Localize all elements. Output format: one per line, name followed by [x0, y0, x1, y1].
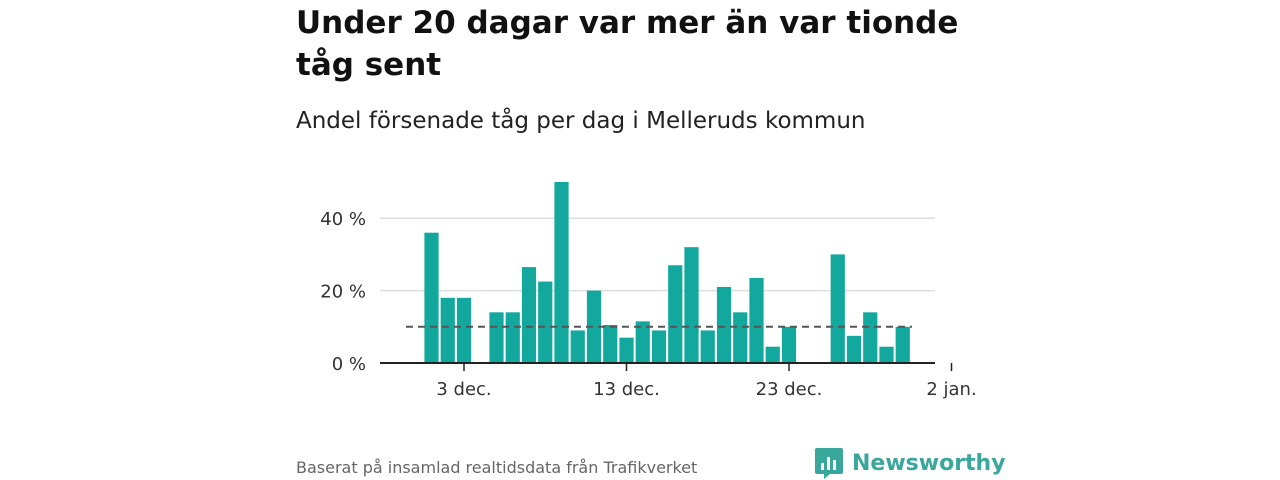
bar — [781, 326, 797, 363]
bar — [765, 346, 780, 363]
bar — [846, 335, 862, 363]
bar — [651, 330, 667, 363]
bar — [668, 265, 683, 363]
bar — [749, 277, 764, 363]
y-tick-label: 20 % — [320, 282, 366, 303]
bar — [895, 326, 910, 363]
bar — [733, 312, 748, 363]
y-tick-label: 0 % — [332, 354, 366, 375]
bar-chart: 0 % 20 % 40 % 3 dec. 13 dec. 23 dec. 2 jan. — [320, 182, 977, 400]
y-tick-label: 40 % — [320, 209, 366, 230]
x-tick-label: 23 dec. — [756, 379, 823, 400]
axes: 0 % 20 % 40 % 3 dec. 13 dec. 23 dec. 2 jan. — [320, 209, 976, 400]
bar — [489, 312, 504, 363]
x-tick-label: 2 jan. — [926, 379, 976, 400]
bar — [879, 346, 894, 363]
bar — [424, 232, 439, 363]
bar — [830, 254, 845, 363]
bar — [716, 286, 732, 363]
bar — [586, 290, 602, 363]
bar — [440, 297, 455, 363]
bar — [538, 281, 553, 363]
bar — [603, 324, 618, 363]
bar — [456, 297, 472, 363]
chart-subtitle: Andel försenade tåg per dag i Melleruds … — [296, 108, 866, 134]
chart-title: Under 20 dagar var mer än var tionde tåg… — [296, 5, 959, 83]
bar — [619, 337, 634, 363]
bar — [635, 321, 650, 363]
bar — [521, 267, 537, 363]
bar — [863, 312, 878, 363]
bar — [554, 182, 569, 363]
bar — [505, 312, 520, 363]
bars — [424, 182, 910, 363]
bar — [700, 330, 715, 363]
bar — [684, 247, 699, 363]
x-tick-label: 13 dec. — [593, 379, 660, 400]
x-tick-label: 3 dec. — [436, 379, 491, 400]
bar — [570, 330, 585, 363]
newsworthy-logo-icon — [815, 448, 843, 479]
brand-name: Newsworthy — [852, 450, 1006, 476]
gridlines — [380, 217, 935, 292]
source-note: Baserat på insamlad realtidsdata från Tr… — [296, 458, 698, 477]
brand[interactable]: Newsworthy — [814, 446, 1006, 480]
